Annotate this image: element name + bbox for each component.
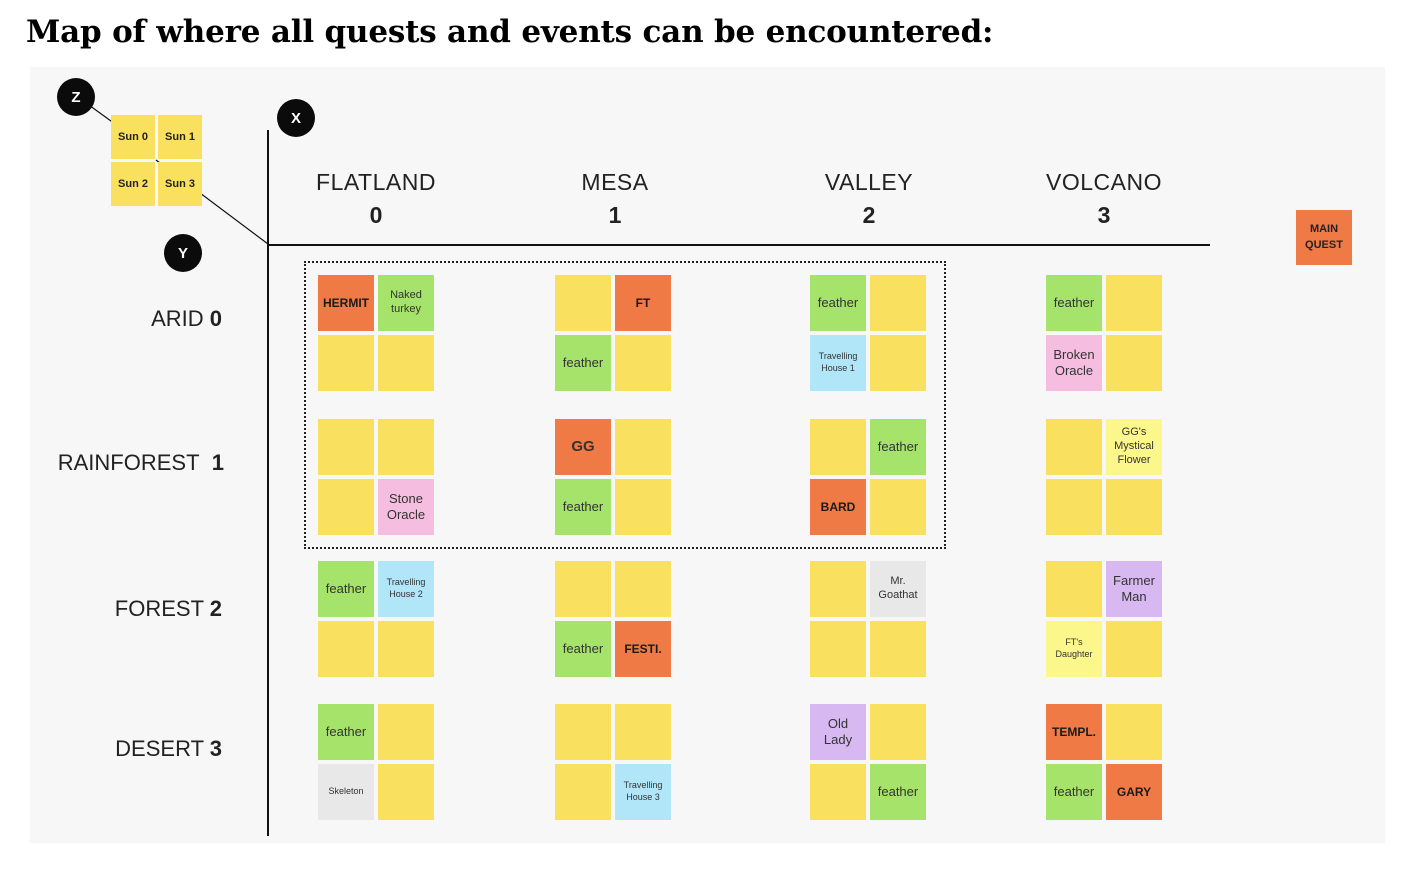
note-empty-r1-c2 bbox=[870, 479, 926, 535]
note-empty-r2-c2 bbox=[870, 621, 926, 677]
column-name: MESA bbox=[581, 169, 649, 195]
row-number: 0 bbox=[209, 306, 222, 331]
note-mr-goathat-r2-c2: Mr. Goathat bbox=[870, 561, 926, 617]
note-empty-r3-c1 bbox=[555, 764, 611, 820]
note-empty-r3-c2 bbox=[810, 764, 866, 820]
column-name: VOLCANO bbox=[1046, 169, 1162, 195]
note-empty-r3-c3 bbox=[1106, 704, 1162, 760]
note-skeleton-r3-c0: Skeleton bbox=[318, 764, 374, 820]
note-empty-r1-c0 bbox=[318, 419, 374, 475]
note-feather-r0-c2: feather bbox=[810, 275, 866, 331]
note-travelling-house-1-r0-c2: Travelling House 1 bbox=[810, 335, 866, 391]
note-naked-turkey-r0-c0: Naked turkey bbox=[378, 275, 434, 331]
note-empty-r3-c2 bbox=[870, 704, 926, 760]
y-axis-badge: Y bbox=[164, 234, 202, 272]
row-name: RAINFOREST bbox=[57, 450, 200, 475]
row-header-rainforest: RAINFOREST 1 bbox=[58, 450, 224, 476]
row-header-desert: DESERT 3 bbox=[115, 736, 222, 762]
note-gg-r1-c1: GG bbox=[555, 419, 611, 475]
note-hermit-r0-c0: HERMIT bbox=[318, 275, 374, 331]
note-empty-r2-c1 bbox=[555, 561, 611, 617]
note-feather-r3-c3: feather bbox=[1046, 764, 1102, 820]
note-empty-r0-c3 bbox=[1106, 275, 1162, 331]
column-number: 0 bbox=[369, 202, 383, 228]
note-ft-s-daughter-r2-c3: FT's Daughter bbox=[1046, 621, 1102, 677]
legend-sun-2: Sun 2 bbox=[111, 162, 155, 206]
column-header-flatland: FLATLAND 0 bbox=[276, 169, 476, 229]
note-farmer-man-r2-c3: Farmer Man bbox=[1106, 561, 1162, 617]
main-quest-legend: MAIN QUEST bbox=[1296, 210, 1352, 265]
note-empty-r1-c3 bbox=[1046, 479, 1102, 535]
note-festi-r2-c1: FESTI. bbox=[615, 621, 671, 677]
note-empty-r1-c2 bbox=[810, 419, 866, 475]
note-empty-r1-c0 bbox=[318, 479, 374, 535]
z-axis-badge: Z bbox=[57, 78, 95, 116]
row-name: DESERT bbox=[115, 736, 204, 761]
note-empty-r1-c1 bbox=[615, 419, 671, 475]
note-empty-r1-c0 bbox=[378, 419, 434, 475]
note-empty-r0-c1 bbox=[615, 335, 671, 391]
row-number: 2 bbox=[209, 596, 222, 621]
column-header-valley: VALLEY 2 bbox=[769, 169, 969, 229]
column-header-mesa: MESA 1 bbox=[515, 169, 715, 229]
note-empty-r2-c3 bbox=[1106, 621, 1162, 677]
note-empty-r1-c3 bbox=[1046, 419, 1102, 475]
note-bard-r1-c2: BARD bbox=[810, 479, 866, 535]
row-header-arid: ARID 0 bbox=[151, 306, 222, 332]
note-feather-r2-c1: feather bbox=[555, 621, 611, 677]
note-empty-r0-c1 bbox=[555, 275, 611, 331]
note-empty-r2-c0 bbox=[318, 621, 374, 677]
note-stone-oracle-r1-c0: Stone Oracle bbox=[378, 479, 434, 535]
note-old-lady-r3-c2: Old Lady bbox=[810, 704, 866, 760]
note-empty-r3-c1 bbox=[555, 704, 611, 760]
note-empty-r2-c2 bbox=[810, 561, 866, 617]
note-empty-r0-c2 bbox=[870, 335, 926, 391]
legend-sun-0: Sun 0 bbox=[111, 115, 155, 159]
column-number: 3 bbox=[1097, 202, 1111, 228]
column-name: FLATLAND bbox=[316, 169, 436, 195]
note-feather-r2-c0: feather bbox=[318, 561, 374, 617]
column-header-volcano: VOLCANO 3 bbox=[1004, 169, 1204, 229]
legend-sun-3: Sun 3 bbox=[158, 162, 202, 206]
note-feather-r1-c2: feather bbox=[870, 419, 926, 475]
legend-sun-1: Sun 1 bbox=[158, 115, 202, 159]
row-header-forest: FOREST 2 bbox=[115, 596, 222, 622]
starting-region-outline bbox=[304, 261, 946, 549]
column-number: 2 bbox=[862, 202, 876, 228]
note-empty-r3-c0 bbox=[378, 764, 434, 820]
note-empty-r2-c1 bbox=[615, 561, 671, 617]
note-empty-r3-c0 bbox=[378, 704, 434, 760]
note-broken-oracle-r0-c3: Broken Oracle bbox=[1046, 335, 1102, 391]
note-feather-r0-c3: feather bbox=[1046, 275, 1102, 331]
note-empty-r0-c3 bbox=[1106, 335, 1162, 391]
row-number: 1 bbox=[211, 450, 224, 475]
note-empty-r2-c0 bbox=[378, 621, 434, 677]
column-number: 1 bbox=[608, 202, 622, 228]
row-name: FOREST bbox=[114, 596, 204, 621]
note-feather-r1-c1: feather bbox=[555, 479, 611, 535]
note-empty-r0-c0 bbox=[318, 335, 374, 391]
note-gary-r3-c3: GARY bbox=[1106, 764, 1162, 820]
note-empty-r2-c2 bbox=[810, 621, 866, 677]
note-travelling-house-2-r2-c0: Travelling House 2 bbox=[378, 561, 434, 617]
note-empty-r0-c0 bbox=[378, 335, 434, 391]
x-axis-badge: X bbox=[277, 99, 315, 137]
page-title: Map of where all quests and events can b… bbox=[26, 14, 994, 50]
note-feather-r3-c0: feather bbox=[318, 704, 374, 760]
note-ft-r0-c1: FT bbox=[615, 275, 671, 331]
note-empty-r3-c1 bbox=[615, 704, 671, 760]
note-feather-r3-c2: feather bbox=[870, 764, 926, 820]
column-name: VALLEY bbox=[824, 169, 914, 195]
row-name: ARID bbox=[151, 306, 204, 331]
note-templ-r3-c3: TEMPL. bbox=[1046, 704, 1102, 760]
note-travelling-house-3-r3-c1: Travelling House 3 bbox=[615, 764, 671, 820]
note-feather-r0-c1: feather bbox=[555, 335, 611, 391]
note-empty-r1-c3 bbox=[1106, 479, 1162, 535]
note-gg-s-mystical-flower-r1-c3: GG's Mystical Flower bbox=[1106, 419, 1162, 475]
note-empty-r1-c1 bbox=[615, 479, 671, 535]
row-number: 3 bbox=[209, 736, 222, 761]
note-empty-r2-c3 bbox=[1046, 561, 1102, 617]
note-empty-r0-c2 bbox=[870, 275, 926, 331]
